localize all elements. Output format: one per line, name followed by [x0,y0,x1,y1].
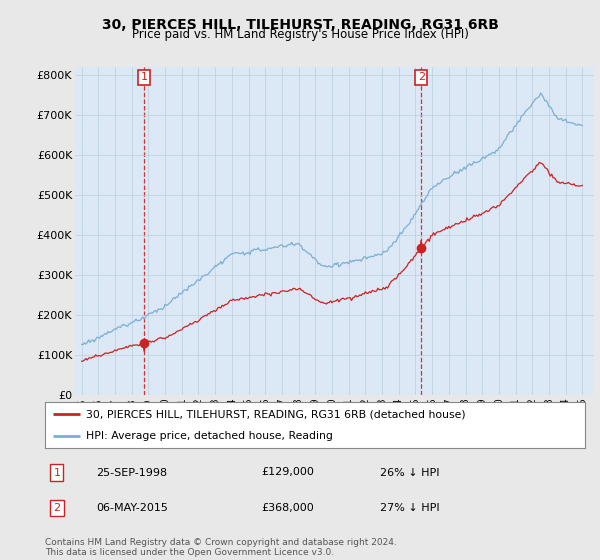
Text: 25-SEP-1998: 25-SEP-1998 [96,468,167,478]
Text: 26% ↓ HPI: 26% ↓ HPI [380,468,439,478]
Text: £368,000: £368,000 [261,503,314,513]
Text: 1: 1 [140,72,148,82]
Text: £129,000: £129,000 [261,468,314,478]
Text: 30, PIERCES HILL, TILEHURST, READING, RG31 6RB: 30, PIERCES HILL, TILEHURST, READING, RG… [101,18,499,32]
Text: 30, PIERCES HILL, TILEHURST, READING, RG31 6RB (detached house): 30, PIERCES HILL, TILEHURST, READING, RG… [86,409,465,419]
Text: 2: 2 [418,72,425,82]
Text: 1: 1 [53,468,61,478]
Text: Price paid vs. HM Land Registry's House Price Index (HPI): Price paid vs. HM Land Registry's House … [131,28,469,41]
Text: 2: 2 [53,503,61,513]
Text: Contains HM Land Registry data © Crown copyright and database right 2024.
This d: Contains HM Land Registry data © Crown c… [45,538,397,557]
Text: 27% ↓ HPI: 27% ↓ HPI [380,503,439,513]
Text: HPI: Average price, detached house, Reading: HPI: Average price, detached house, Read… [86,431,332,441]
Text: 06-MAY-2015: 06-MAY-2015 [96,503,168,513]
